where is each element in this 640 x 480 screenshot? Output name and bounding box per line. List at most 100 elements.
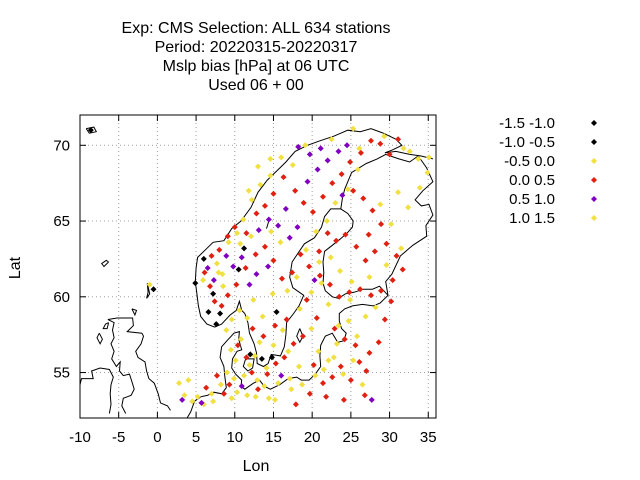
coastline-segment	[85, 126, 98, 134]
legend-marker	[591, 196, 597, 202]
coastline-segment	[80, 367, 114, 414]
station-marker	[389, 277, 396, 284]
station-marker	[313, 315, 320, 322]
station-marker	[210, 398, 217, 405]
station-marker	[267, 155, 274, 162]
legend-label: 0.0 0.5	[509, 172, 555, 189]
station-marker	[306, 263, 313, 270]
station-marker	[198, 399, 205, 406]
station-marker	[244, 315, 251, 322]
station-marker	[255, 386, 261, 393]
x-tick-label: -5	[112, 429, 125, 446]
station-marker	[263, 365, 270, 372]
station-marker	[311, 277, 318, 284]
station-marker	[327, 254, 334, 261]
station-marker	[344, 142, 350, 149]
station-marker	[350, 125, 357, 132]
y-tick-label: 60	[53, 289, 70, 306]
station-marker	[315, 348, 322, 355]
station-marker	[328, 136, 335, 143]
station-marker	[369, 207, 376, 214]
station-marker	[318, 280, 325, 287]
station-marker	[234, 389, 241, 396]
station-marker	[237, 240, 244, 247]
x-tick-label: 10	[226, 429, 243, 446]
station-marker	[213, 260, 220, 267]
coastline-segment	[96, 332, 103, 345]
station-marker	[316, 248, 323, 255]
station-marker	[312, 372, 319, 379]
coastline-segment	[242, 358, 255, 372]
station-marker	[388, 221, 395, 228]
coastline-segment	[107, 319, 135, 414]
station-marker	[289, 161, 296, 168]
station-marker	[176, 380, 183, 387]
station-marker	[285, 348, 292, 355]
station-marker	[185, 377, 192, 384]
station-marker	[201, 269, 208, 276]
station-marker	[252, 251, 259, 258]
station-marker	[234, 230, 241, 237]
station-marker	[270, 342, 277, 349]
station-marker	[223, 252, 230, 259]
station-marker	[194, 393, 201, 400]
station-marker	[366, 349, 373, 356]
station-marker	[310, 361, 317, 368]
coastline-segment	[131, 308, 138, 317]
station-marker	[261, 383, 268, 390]
legend-marker	[591, 120, 597, 126]
x-axis-label: Lon	[243, 458, 270, 475]
station-marker	[350, 357, 357, 364]
station-marker	[344, 186, 351, 193]
station-marker	[226, 381, 233, 388]
station-marker	[237, 336, 244, 343]
station-marker	[296, 363, 303, 370]
grid-lines	[80, 115, 436, 418]
station-marker	[241, 245, 248, 252]
station-marker	[211, 298, 218, 305]
station-marker	[293, 274, 300, 281]
station-marker	[303, 296, 310, 303]
station-marker	[309, 208, 316, 215]
station-marker	[223, 327, 230, 334]
station-marker	[395, 189, 402, 196]
station-marker	[244, 392, 251, 399]
station-marker	[368, 396, 375, 403]
station-marker	[296, 305, 303, 312]
station-marker	[87, 127, 94, 134]
station-marker	[251, 352, 258, 359]
station-marker	[231, 224, 238, 231]
station-marker	[273, 308, 280, 315]
station-marker	[242, 265, 249, 272]
station-marker	[335, 322, 342, 329]
station-marker	[216, 246, 223, 253]
station-marker	[324, 157, 331, 164]
station-marker	[295, 143, 302, 150]
station-marker	[207, 283, 214, 290]
station-marker	[275, 222, 282, 229]
station-marker	[324, 230, 331, 237]
station-marker	[267, 172, 274, 179]
station-marker	[367, 137, 374, 144]
station-marker	[338, 171, 345, 178]
station-marker	[227, 346, 234, 353]
station-marker	[372, 304, 379, 311]
station-marker	[248, 369, 255, 376]
coastline-segment	[194, 208, 341, 368]
legend-label: -0.5 0.0	[504, 153, 555, 170]
chart-title-line-4: Used 06 + 00	[208, 77, 304, 94]
station-marker	[320, 366, 327, 373]
station-marker	[347, 296, 354, 303]
station-marker	[323, 218, 330, 225]
legend-marker	[591, 158, 597, 164]
station-marker	[356, 145, 363, 152]
station-marker	[249, 325, 256, 332]
station-marker	[270, 190, 277, 197]
station-marker	[320, 193, 327, 200]
station-marker	[278, 154, 285, 161]
station-marker	[416, 184, 423, 191]
station-marker	[210, 277, 217, 284]
station-marker	[415, 155, 422, 162]
station-marker	[340, 371, 347, 378]
station-marker	[304, 178, 311, 185]
